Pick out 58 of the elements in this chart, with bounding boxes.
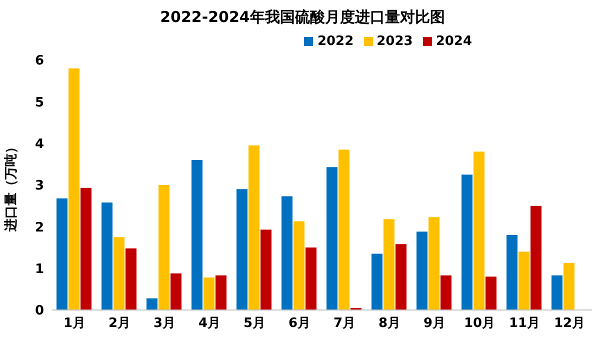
x-tick-label: 8月 bbox=[378, 316, 401, 332]
bar bbox=[204, 278, 214, 310]
y-tick-label: 1 bbox=[34, 262, 44, 277]
bar bbox=[192, 160, 202, 310]
bar bbox=[294, 221, 304, 310]
x-tick-label: 5月 bbox=[243, 316, 266, 332]
bar bbox=[462, 174, 472, 310]
bar bbox=[486, 276, 496, 310]
x-tick-label: 3月 bbox=[153, 316, 176, 332]
bar bbox=[428, 217, 440, 310]
x-tick-label: 6月 bbox=[288, 316, 311, 332]
bar bbox=[474, 152, 484, 310]
bar bbox=[170, 273, 182, 310]
bar bbox=[306, 248, 316, 310]
bar bbox=[146, 298, 158, 310]
x-tick-label: 11月 bbox=[508, 316, 540, 332]
x-tick-label: 1月 bbox=[63, 316, 86, 332]
bar bbox=[158, 185, 170, 310]
bar bbox=[80, 188, 92, 310]
legend-label: 2022 bbox=[317, 34, 354, 49]
bar bbox=[126, 248, 136, 310]
bar bbox=[236, 189, 248, 310]
bar bbox=[552, 275, 562, 310]
bar bbox=[56, 198, 68, 310]
bar bbox=[518, 252, 530, 310]
bar bbox=[102, 202, 112, 310]
x-tick-label: 12月 bbox=[554, 316, 586, 332]
y-tick-label: 2 bbox=[34, 220, 44, 236]
bar bbox=[416, 232, 428, 310]
bar bbox=[114, 237, 124, 310]
bar bbox=[338, 150, 350, 310]
y-tick-label: 4 bbox=[34, 136, 44, 152]
y-tick-label: 6 bbox=[34, 54, 44, 69]
bar bbox=[564, 262, 574, 310]
y-axis-title: 进口量（万吨） bbox=[3, 140, 20, 232]
x-tick-label: 9月 bbox=[423, 316, 446, 332]
bar bbox=[326, 167, 338, 310]
y-tick-label: 0 bbox=[34, 304, 44, 319]
x-tick-label: 4月 bbox=[198, 316, 221, 332]
bar bbox=[260, 230, 272, 310]
x-tick-label: 2月 bbox=[108, 316, 131, 332]
bar bbox=[396, 244, 406, 310]
bar bbox=[282, 196, 292, 310]
bar bbox=[506, 235, 518, 310]
bar bbox=[248, 145, 260, 310]
y-tick-label: 3 bbox=[34, 178, 44, 194]
bar bbox=[530, 206, 542, 310]
bar bbox=[216, 275, 226, 310]
bar bbox=[372, 254, 382, 310]
legend-label: 2024 bbox=[436, 34, 472, 49]
y-tick-label: 5 bbox=[34, 95, 44, 110]
bar bbox=[440, 275, 452, 310]
bar bbox=[384, 219, 394, 310]
bar bbox=[68, 68, 80, 310]
x-tick-label: 10月 bbox=[464, 316, 496, 332]
chart-title: 2022-2024年我国硫酸月度进口量对比图 bbox=[159, 8, 446, 27]
legend-label: 2023 bbox=[376, 34, 413, 49]
x-tick-label: 7月 bbox=[333, 316, 356, 332]
